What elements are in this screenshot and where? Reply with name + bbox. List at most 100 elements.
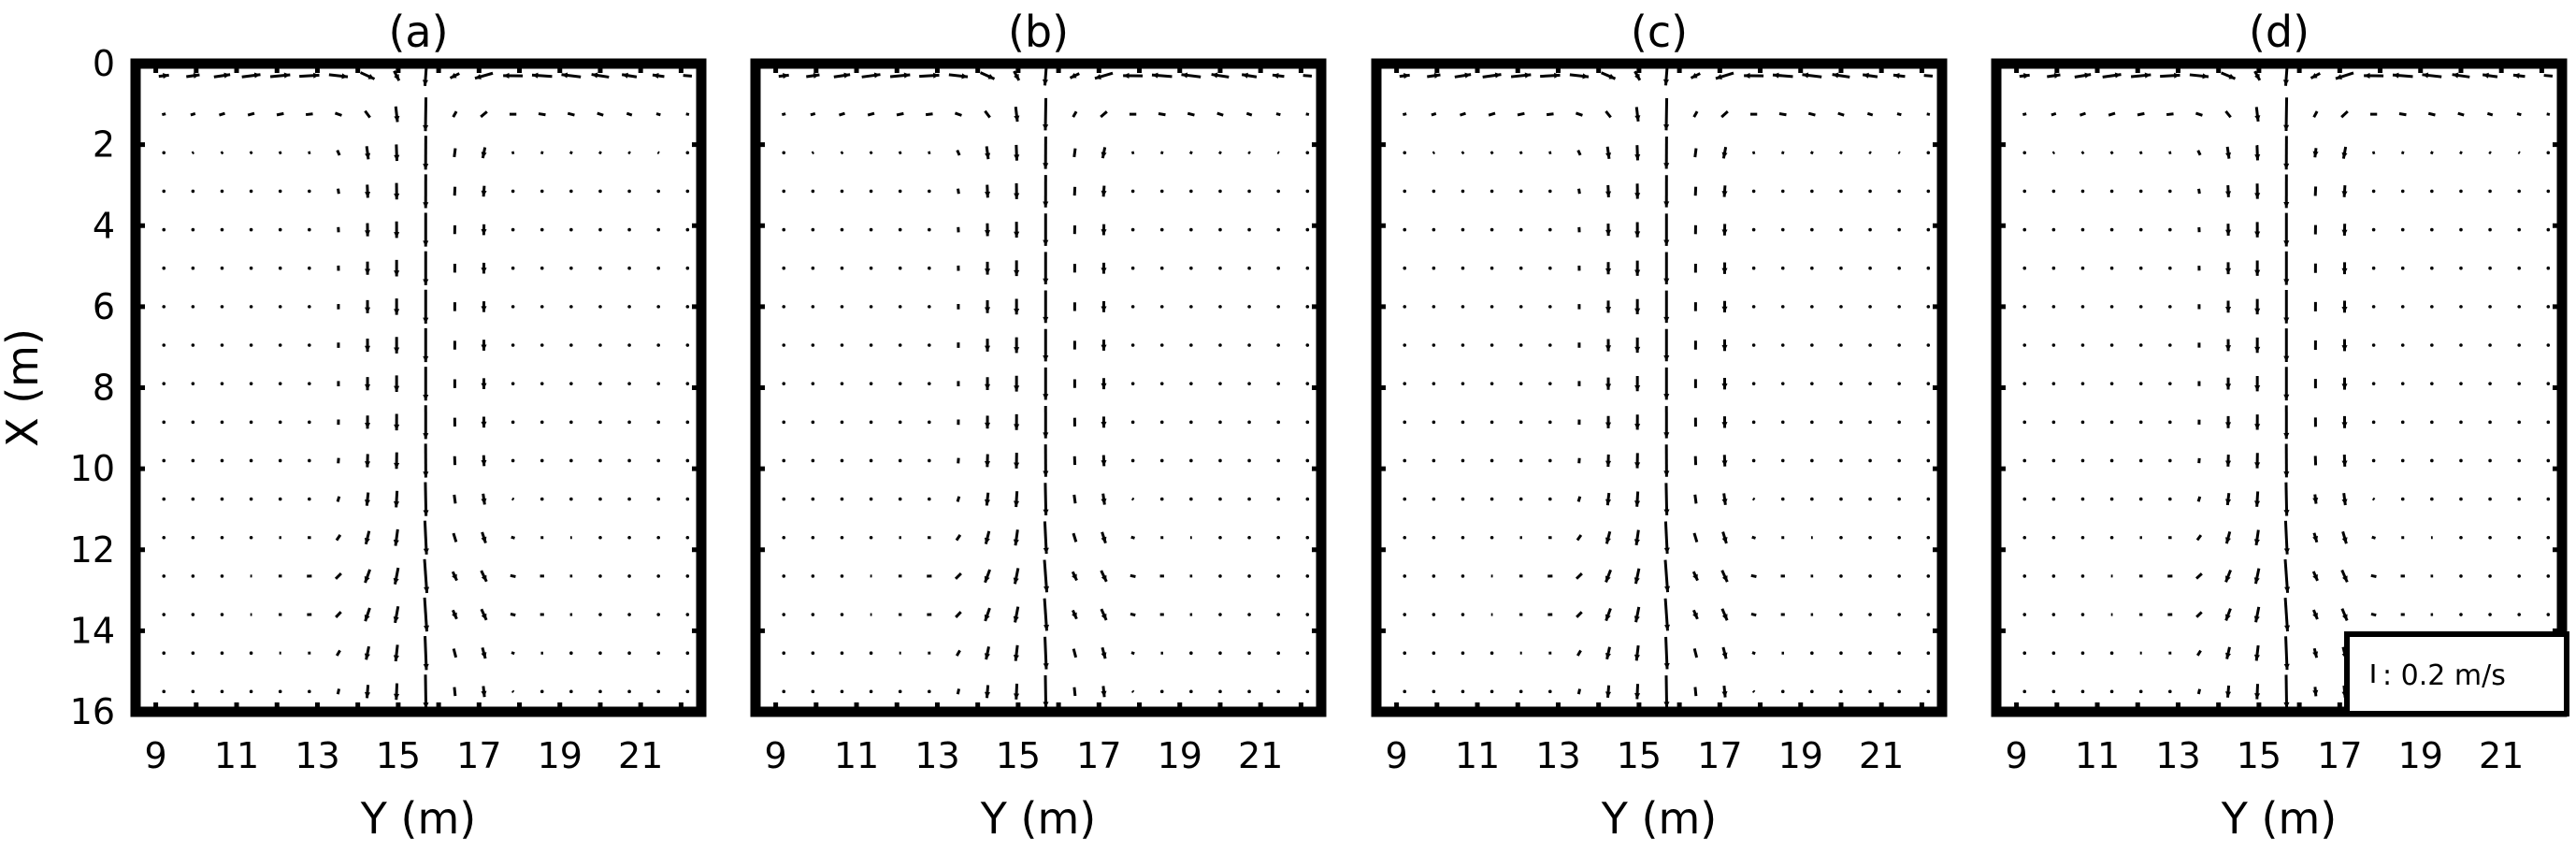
vector-dot: [2459, 343, 2463, 347]
vector-dot: [2022, 266, 2027, 270]
vector-dot: [2430, 343, 2434, 347]
vector-dot: [2109, 343, 2114, 347]
vector-arrowhead: [2253, 577, 2260, 585]
vector-dot: [220, 651, 224, 655]
vector-arrowhead: [2225, 614, 2231, 621]
vector-dot: [2430, 189, 2434, 194]
vector-dot: [928, 382, 931, 385]
vector-arrowhead: [984, 691, 991, 699]
vector-arrowhead: [1605, 191, 1612, 197]
vector-dot: [308, 343, 311, 347]
vector-dot: [2022, 227, 2027, 232]
vector-dot: [2371, 420, 2376, 425]
vector-arrowhead: [531, 72, 539, 79]
vector-arrowhead: [1663, 470, 1670, 477]
vector-dot: [598, 458, 602, 463]
vector-arrow: [1837, 111, 1845, 117]
vector-dot: [1839, 343, 1843, 347]
vector-arrowhead: [2254, 462, 2261, 469]
vector-arrowhead: [364, 615, 370, 622]
vector-arrowhead: [1605, 460, 1612, 468]
vector-arrow: [1403, 112, 1407, 117]
vector-arrow: [1188, 151, 1193, 155]
vector-dot: [191, 574, 195, 578]
vector-arrowhead: [1664, 586, 1671, 593]
vector-dot: [627, 343, 631, 347]
vector-arrowhead: [961, 73, 969, 80]
vector-arrowhead: [423, 355, 429, 363]
vector-arrowhead: [481, 190, 487, 197]
vector-arrow: [1693, 494, 1698, 504]
vector-dot: [1159, 382, 1164, 385]
vector-dot: [2168, 382, 2172, 385]
vector-dot: [1159, 420, 1164, 425]
vector-dot: [598, 227, 602, 232]
vector-arrow: [955, 534, 962, 542]
vector-arrowhead: [481, 613, 487, 620]
vector-dot: [2138, 689, 2143, 694]
vector-dot: [811, 689, 815, 694]
vector-dot: [1432, 305, 1436, 309]
vector-dot: [1305, 189, 1310, 194]
vector-dot: [2022, 151, 2027, 155]
vector-arrow: [2196, 688, 2202, 695]
vector-dot: [162, 227, 166, 232]
vector-arrow: [453, 148, 457, 158]
x-tick-label: 11: [1455, 735, 1500, 776]
vector-arrowhead: [2283, 202, 2290, 209]
vector-dot: [1432, 189, 1436, 194]
vector-dot: [1926, 689, 1931, 694]
vector-dot: [1189, 651, 1193, 655]
vector-dot: [1189, 227, 1193, 232]
vector-arrowhead: [1272, 72, 1279, 80]
vector-dot: [2080, 458, 2085, 463]
vector-arrow: [840, 151, 844, 155]
vector-dot: [1897, 420, 1901, 425]
vector-dot: [191, 651, 195, 655]
x-tick-label: 9: [145, 735, 167, 776]
vector-arrowhead: [1014, 231, 1020, 238]
vector-dot: [1461, 574, 1465, 578]
vector-arrowhead: [1070, 72, 1077, 79]
vector-arrowhead: [1721, 614, 1728, 621]
vector-arrowhead: [2225, 652, 2231, 659]
vector-dot: [569, 651, 573, 655]
vector-dot: [1839, 651, 1843, 655]
vector-dot: [2546, 497, 2551, 501]
vector-dot: [898, 420, 902, 425]
vector-arrowhead: [2341, 345, 2348, 352]
vector-arrow: [1576, 534, 1583, 542]
vector-arrow: [1692, 532, 1699, 542]
vector-arrowhead: [2283, 317, 2290, 324]
vector-dot: [1839, 305, 1843, 309]
vector-arrow: [1275, 112, 1281, 117]
vector-dot: [1305, 151, 1310, 155]
vector-arrowhead: [2341, 383, 2348, 390]
vector-arrowhead: [813, 72, 820, 79]
vector-dot: [1218, 266, 1222, 270]
vector-dot: [1461, 497, 1465, 501]
vector-dot: [1780, 382, 1785, 385]
vector-arrow: [1575, 572, 1583, 580]
vector-dot: [2051, 497, 2056, 501]
vector-dot: [2051, 689, 2056, 694]
vector-arrowhead: [1663, 316, 1670, 324]
vector-dot: [2371, 458, 2376, 463]
vector-dot: [1218, 305, 1222, 309]
vector-dot: [1926, 151, 1931, 155]
y-tick-label: 4: [93, 205, 115, 246]
vector-arrowhead: [2341, 306, 2348, 313]
vector-dot: [869, 343, 873, 347]
vector-dot: [1276, 458, 1280, 463]
vector-dot: [191, 458, 195, 463]
vector-arrowhead: [394, 115, 400, 123]
vector-dot: [869, 189, 873, 194]
vector-dot: [1276, 420, 1280, 425]
vector-arrow: [955, 649, 961, 657]
vector-dot: [2138, 266, 2143, 270]
vector-arrow: [1576, 688, 1582, 695]
vector-dot: [1276, 227, 1280, 232]
vector-dot: [1548, 227, 1552, 232]
vector-dot: [2109, 689, 2114, 694]
vector-arrowhead: [394, 424, 400, 431]
